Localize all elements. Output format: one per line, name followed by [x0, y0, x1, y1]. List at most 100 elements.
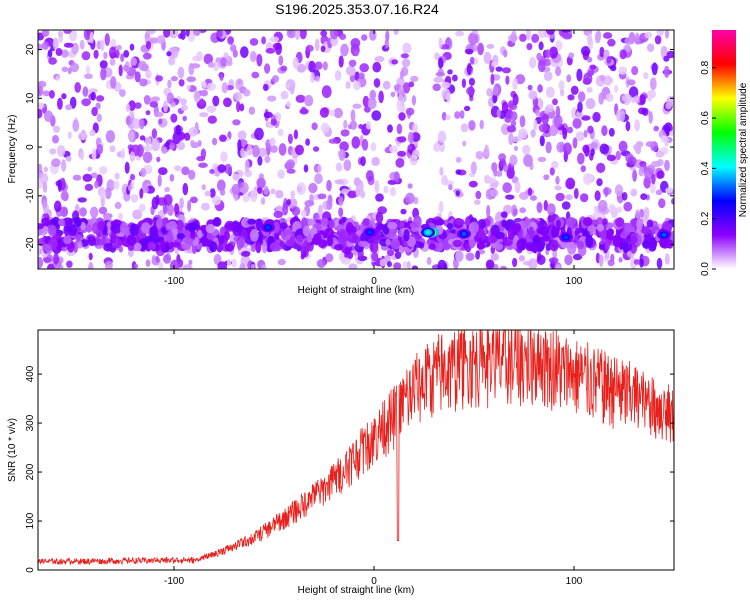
band-blob	[205, 223, 216, 234]
heatmap-blob	[80, 151, 85, 161]
heatmap-blob	[510, 111, 518, 121]
heatmap-blob	[528, 90, 538, 100]
heatmap-blob	[129, 173, 136, 181]
heatmap-blob	[398, 112, 406, 121]
heatmap-blob	[272, 75, 279, 83]
heatmap-blob	[405, 192, 415, 204]
band-blob	[255, 240, 262, 254]
heatmap-blob	[558, 80, 565, 91]
heatmap-blob	[220, 151, 228, 162]
heatmap-blob	[301, 106, 307, 114]
heatmap-blob	[41, 41, 49, 50]
heatmap-blob	[313, 146, 320, 152]
heatmap-blob	[55, 48, 63, 56]
heatmap-blob	[549, 124, 559, 137]
heatmap-blob	[361, 34, 368, 41]
y-tick-label: 400	[25, 365, 36, 382]
heatmap-blob	[396, 77, 405, 87]
heatmap-blob	[587, 125, 594, 134]
heatmap-blob	[643, 167, 654, 180]
heatmap-blob	[468, 32, 478, 46]
band-blob	[247, 218, 257, 225]
heatmap-blob	[566, 74, 572, 83]
heatmap-blob	[98, 206, 108, 215]
heatmap-blob	[555, 40, 563, 51]
heatmap-blob	[40, 172, 49, 185]
heatmap-blob	[365, 121, 372, 130]
heatmap-blob	[626, 79, 636, 86]
heatmap-blob	[169, 30, 179, 39]
peak-marker	[563, 235, 569, 240]
heatmap-blob	[269, 36, 280, 43]
band-blob	[388, 226, 396, 239]
heatmap-blob	[578, 91, 586, 102]
band-blob	[612, 235, 621, 248]
heatmap-blob	[394, 171, 400, 184]
heatmap-blob	[280, 90, 289, 100]
band-blob	[403, 229, 410, 242]
heatmap-blob	[223, 97, 232, 108]
heatmap-blob	[234, 193, 239, 202]
heatmap-blob	[304, 94, 314, 107]
heatmap-blob	[645, 141, 655, 148]
heatmap-blob	[61, 66, 69, 73]
band-blob	[156, 218, 163, 229]
heatmap-blob	[573, 188, 579, 199]
heatmap-blob	[114, 172, 120, 180]
heatmap-blob	[535, 109, 540, 117]
heatmap-blob	[322, 61, 328, 71]
heatmap-blob	[498, 153, 507, 162]
heatmap-blob	[209, 169, 215, 174]
heatmap-blob	[239, 263, 246, 269]
heatmap-blob	[89, 31, 94, 44]
heatmap-blob	[216, 30, 223, 39]
heatmap-blob	[625, 121, 631, 132]
heatmap-blob	[285, 82, 291, 89]
figure-title: S196.2025.353.07.16.R24	[275, 1, 439, 17]
heatmap-blob	[580, 165, 586, 173]
heatmap-blob	[462, 140, 467, 147]
band-blob	[452, 239, 463, 248]
heatmap-blob	[365, 170, 374, 182]
band-blob	[390, 238, 400, 250]
band-blob	[166, 230, 173, 243]
heatmap-blob	[226, 258, 232, 267]
band-blob	[495, 243, 504, 251]
band-blob	[279, 222, 288, 230]
band-blob	[197, 229, 203, 239]
band-blob	[524, 218, 531, 228]
heatmap-blob	[522, 144, 531, 156]
heatmap-blob	[304, 200, 315, 207]
heatmap-blob	[601, 125, 608, 137]
heatmap-blob	[206, 82, 216, 92]
heatmap-blob	[286, 100, 292, 108]
heatmap-blob	[373, 78, 381, 88]
heatmap-blob	[104, 187, 112, 200]
heatmap-blob	[500, 160, 507, 167]
heatmap-blob	[402, 261, 407, 269]
heatmap-blob	[633, 143, 641, 151]
heatmap-blob	[261, 36, 266, 45]
band-blob	[38, 228, 42, 237]
heatmap-blob	[162, 254, 172, 264]
band-blob	[413, 215, 422, 228]
band-blob	[269, 241, 281, 252]
heatmap-blob	[506, 125, 517, 133]
heatmap-blob	[109, 46, 116, 59]
heatmap-blob	[445, 114, 451, 121]
band-blob	[385, 238, 391, 246]
heatmap-blob	[489, 189, 499, 197]
heatmap-blob	[375, 211, 384, 224]
heatmap-blob	[161, 146, 168, 154]
band-blob	[605, 222, 614, 229]
heatmap-blob	[341, 188, 350, 195]
band-blob	[147, 241, 156, 251]
heatmap-blob	[519, 115, 526, 128]
heatmap-blob	[90, 91, 97, 101]
band-blob	[476, 243, 486, 250]
heatmap-blob	[599, 143, 610, 155]
heatmap-blob	[219, 189, 226, 196]
heatmap-blob	[536, 52, 542, 61]
heatmap-blob	[125, 103, 131, 112]
